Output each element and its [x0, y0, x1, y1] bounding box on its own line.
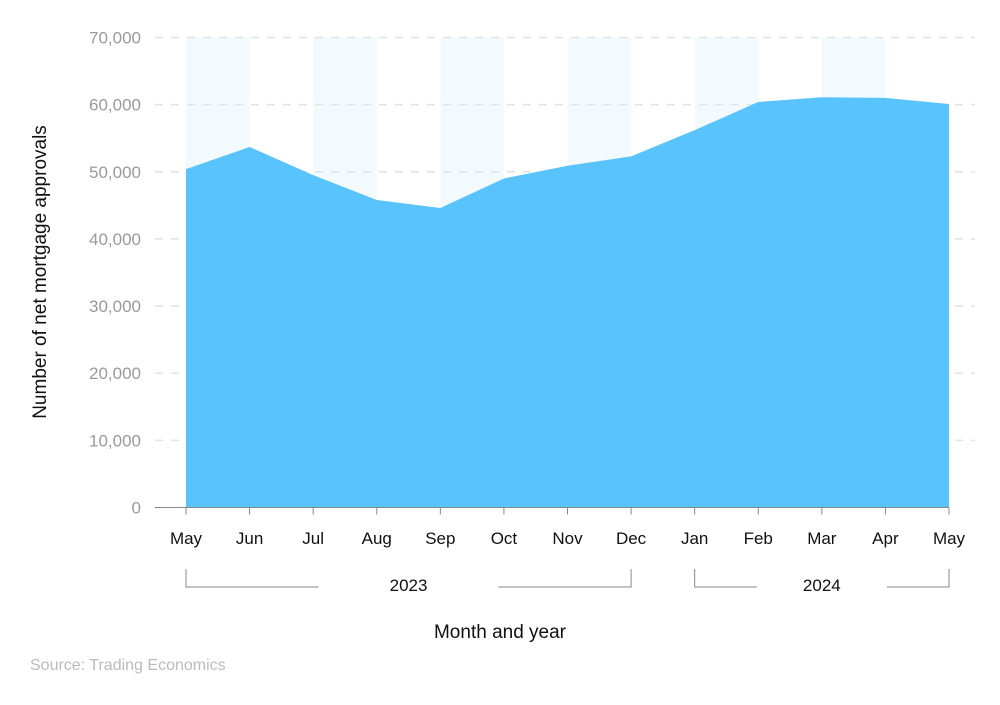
- y-tick-label: 70,000: [89, 29, 141, 48]
- x-tick-label: Dec: [616, 529, 647, 548]
- x-tick-label: May: [933, 529, 966, 548]
- x-tick-label: Sep: [425, 529, 455, 548]
- x-tick-label: May: [170, 529, 203, 548]
- x-tick-label: Aug: [362, 529, 392, 548]
- y-tick-label: 60,000: [89, 96, 141, 115]
- source-note: Source: Trading Economics: [30, 657, 226, 674]
- y-tick-label: 20,000: [89, 364, 141, 383]
- x-tick-label: Nov: [552, 529, 583, 548]
- y-tick-label: 50,000: [89, 163, 141, 182]
- x-axis-label: Month and year: [434, 622, 567, 643]
- x-tick-label: Mar: [807, 529, 837, 548]
- y-tick-label: 10,000: [89, 431, 141, 450]
- y-axis-label: Number of net mortgage approvals: [30, 125, 51, 419]
- x-tick-label: Apr: [872, 529, 899, 548]
- x-tick-label: Oct: [491, 529, 518, 548]
- x-tick-label: Jun: [236, 529, 263, 548]
- year-label: 2024: [803, 576, 841, 595]
- y-tick-label: 0: [132, 499, 141, 518]
- y-tick-label: 40,000: [89, 230, 141, 249]
- y-tick-label: 30,000: [89, 297, 141, 316]
- x-tick-label: Feb: [744, 529, 773, 548]
- x-tick-label: Jan: [681, 529, 708, 548]
- x-tick-label: Jul: [302, 529, 324, 548]
- year-label: 2023: [390, 576, 428, 595]
